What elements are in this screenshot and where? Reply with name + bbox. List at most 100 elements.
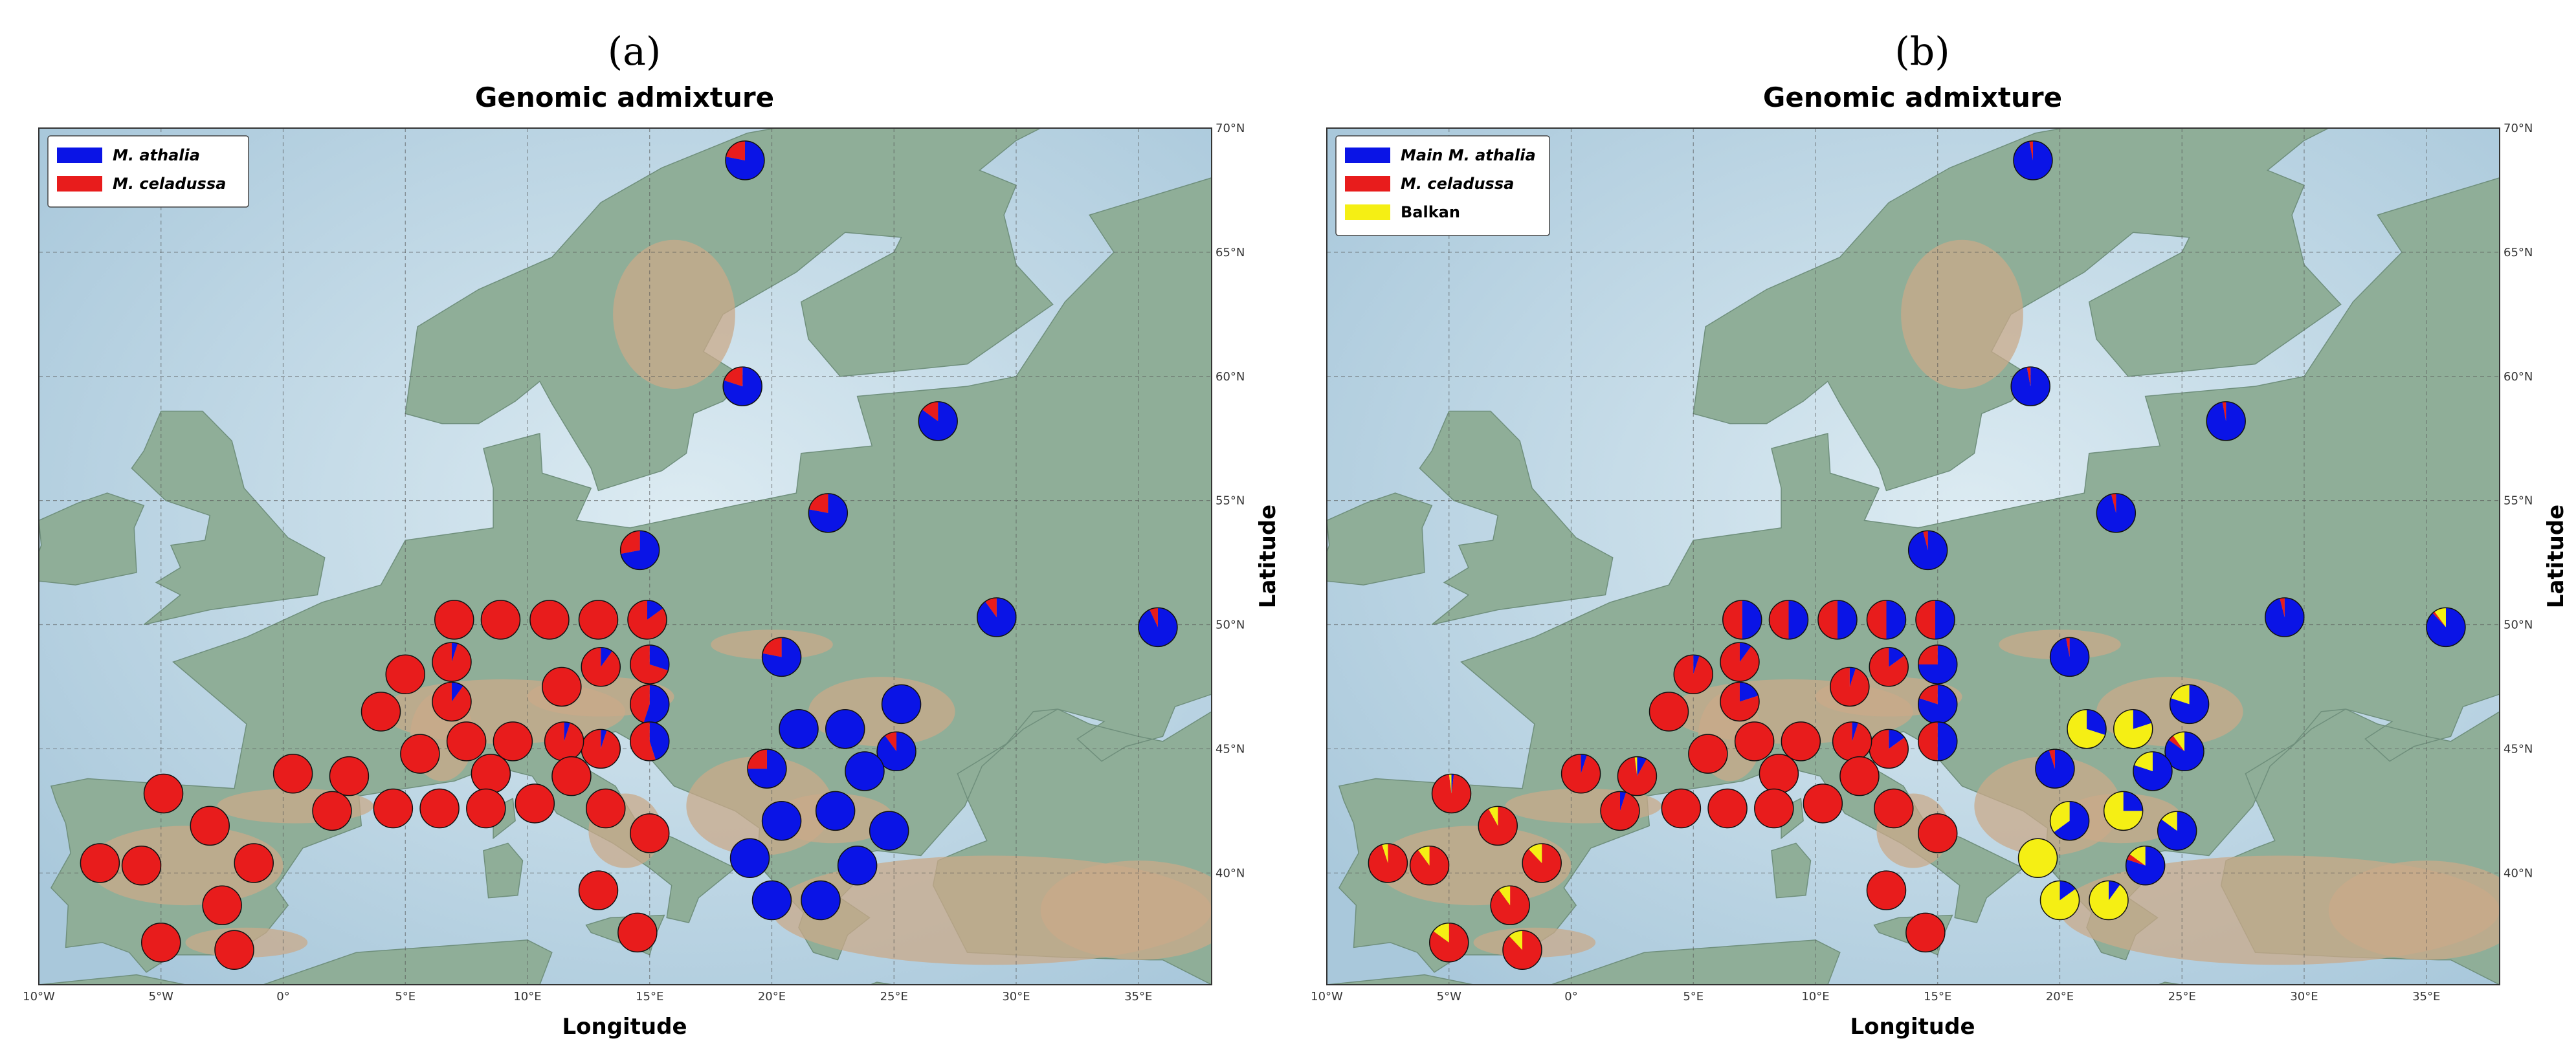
pie-slice-balkan xyxy=(2129,846,2146,866)
population-pie xyxy=(1734,721,1775,762)
population-pie xyxy=(2035,749,2075,789)
lon-tick-label: 15°E xyxy=(636,990,663,1003)
pie-outline xyxy=(1429,923,1469,963)
pie-slice-celadussa xyxy=(215,930,254,970)
panel-a-xlabel: Longitude xyxy=(562,1014,687,1040)
pie-slice-athalia xyxy=(882,685,921,724)
population-pie xyxy=(400,734,440,774)
pie-outline xyxy=(2039,880,2080,921)
population-pie xyxy=(761,800,802,841)
pie-outline xyxy=(385,654,425,695)
pie-slice-celadussa xyxy=(1832,721,1872,761)
population-pie xyxy=(869,811,909,851)
population-pie xyxy=(1817,600,1858,640)
pie-outline xyxy=(434,600,474,640)
lat-tick-label: 65°N xyxy=(1216,246,1245,259)
pie-outline xyxy=(630,813,670,853)
population-pie xyxy=(578,600,619,640)
pie-outline xyxy=(143,773,184,814)
pie-slice-celadussa xyxy=(1688,734,1727,774)
pie-slice-athalia xyxy=(1581,754,1587,774)
pie-slice-celadussa xyxy=(1874,789,1913,828)
pie-slice-athalia xyxy=(2133,751,2172,791)
pie-slice-athalia xyxy=(1849,667,1856,687)
pie-slice-athalia xyxy=(918,401,958,441)
pie-slice-celadussa xyxy=(122,846,161,885)
population-pie xyxy=(1429,923,1469,963)
pie-outline xyxy=(1502,930,1542,970)
highland-relief xyxy=(87,826,283,906)
population-pie xyxy=(1409,846,1450,886)
population-pie xyxy=(2113,708,2153,749)
population-pie xyxy=(619,530,660,571)
panel-a-map: 10°W 5°W 0° 5°E 10°E 15°E 20°E 25°E 30°E 35°E 40°N… xyxy=(23,122,1245,1003)
pie-outline xyxy=(214,930,254,970)
population-pie xyxy=(1478,805,1518,846)
pie-outline xyxy=(2035,749,2075,789)
population-pie xyxy=(1869,647,1909,687)
lon-tick-label: 10°E xyxy=(1801,990,1829,1003)
population-pie xyxy=(2096,493,2137,533)
pie-slice-athalia xyxy=(1908,531,1948,570)
panel-b-map: 10°W 5°W 0° 5°E 10°E 15°E 20°E 25°E 30°E 35°E 40°N… xyxy=(1311,122,2533,1003)
highland-relief xyxy=(1040,860,1212,960)
population-pie xyxy=(312,791,352,831)
pie-outline xyxy=(2089,880,2129,921)
legend-swatch xyxy=(1345,204,1390,220)
pie-outline xyxy=(2206,401,2246,441)
lat-tick-label: 50°N xyxy=(1216,619,1245,632)
population-pie xyxy=(2039,880,2080,921)
population-pie xyxy=(446,721,487,762)
population-pie xyxy=(1673,654,1713,695)
pie-outline xyxy=(1803,784,1843,824)
pie-slice-celadussa xyxy=(420,789,460,828)
pie-slice-celadussa xyxy=(515,784,555,823)
population-pie xyxy=(1720,681,1760,722)
pie-slice-celadussa xyxy=(1817,600,1838,639)
pie-slice-celadussa xyxy=(434,600,474,639)
population-pie xyxy=(1866,870,1907,910)
pie-outline xyxy=(1781,721,1821,762)
population-pie xyxy=(825,708,865,749)
pie-outline xyxy=(876,731,916,772)
pie-slice-celadussa xyxy=(273,754,313,793)
pie-outline xyxy=(617,912,658,953)
population-pie xyxy=(1915,600,1955,640)
pie-slice-balkan xyxy=(2018,838,2058,878)
pie-slice-athalia xyxy=(2060,881,2076,901)
pie-outline xyxy=(1617,756,1658,796)
pie-slice-athalia xyxy=(1889,729,1905,749)
pie-slice-athalia xyxy=(2035,749,2074,789)
population-pie xyxy=(837,846,878,886)
pie-slice-balkan xyxy=(2134,751,2153,771)
population-pie xyxy=(1431,773,1472,814)
pie-outline xyxy=(1409,846,1450,886)
pie-slice-celadussa xyxy=(1803,784,1843,823)
lon-tick-label: 10°E xyxy=(513,990,541,1003)
pie-outline xyxy=(1915,600,1955,640)
population-pie xyxy=(1707,788,1748,829)
pie-slice-celadussa xyxy=(620,531,640,554)
figure-panel-a: (a) Genomic admixture 10°W 5°W 0° 5°E 10°E 15… xyxy=(23,29,1281,1040)
population-pie xyxy=(2010,366,2050,406)
pie-slice-celadussa xyxy=(2432,611,2446,628)
population-pie xyxy=(2164,731,2204,772)
pie-outline xyxy=(1839,756,1880,796)
pie-outline xyxy=(1138,607,1178,648)
pie-outline xyxy=(845,751,885,791)
lon-tick-label: 0° xyxy=(276,990,289,1003)
population-pie xyxy=(1905,912,1946,953)
pie-slice-celadussa xyxy=(1919,685,1938,705)
legend-label: M. celadussa xyxy=(113,175,226,193)
pie-slice-celadussa xyxy=(1830,667,1869,707)
pie-slice-celadussa xyxy=(2127,854,2146,866)
pie-slice-celadussa xyxy=(747,749,767,769)
pie-slice-athalia xyxy=(1637,756,1647,776)
population-pie xyxy=(617,912,658,953)
population-pie xyxy=(581,729,621,769)
pie-slice-celadussa xyxy=(400,734,439,774)
pie-slice-athalia xyxy=(845,751,884,791)
pie-outline xyxy=(1918,721,1958,762)
population-pie xyxy=(586,788,626,829)
pie-slice-athalia xyxy=(647,600,663,620)
